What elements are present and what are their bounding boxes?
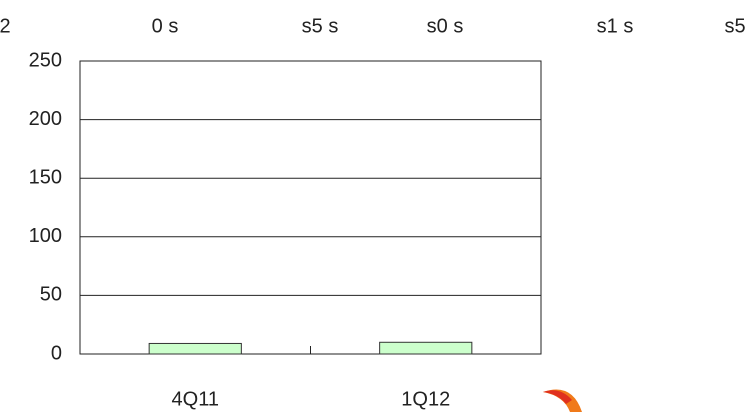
y-tick-label: 150 [29, 166, 62, 188]
y-tick-label: 50 [40, 284, 62, 306]
header-label: s5 s [302, 15, 339, 37]
header-label: s5 [724, 15, 745, 37]
header-label: 2 [0, 15, 11, 37]
logo-accent [543, 390, 572, 404]
header-label: s1 s [597, 15, 634, 37]
bar [148, 342, 242, 355]
y-tick-label: 100 [29, 225, 62, 247]
x-tick-label: 1Q12 [401, 388, 450, 410]
plot-frame [79, 60, 542, 355]
y-tick-label: 200 [29, 108, 62, 130]
bar [379, 341, 473, 355]
x-tick-label: 4Q11 [172, 388, 219, 410]
header-label: 0 s [152, 15, 179, 37]
logo-icon [543, 389, 582, 412]
y-tick-label: 250 [29, 49, 62, 71]
y-tick-label: 0 [51, 342, 62, 364]
header-label: s0 s [427, 15, 464, 37]
